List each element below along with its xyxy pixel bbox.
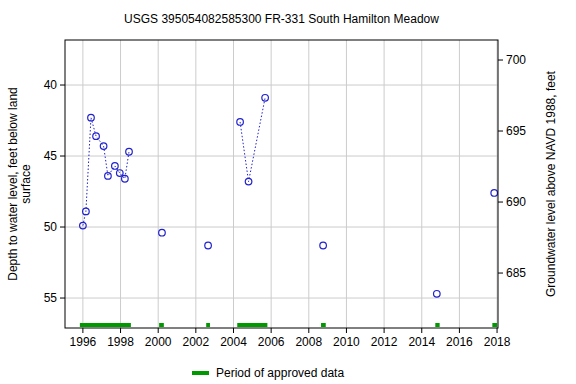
x-tick [384, 328, 385, 333]
x-grid [233, 40, 234, 328]
x-tick-label: 2008 [295, 335, 322, 349]
x-grid [459, 40, 460, 328]
legend-label: Period of approved data [216, 366, 344, 380]
y-tick-label: 45 [44, 149, 58, 163]
point [80, 222, 87, 229]
x-tick [120, 328, 121, 333]
y-grid [65, 156, 498, 157]
approved-period [492, 323, 497, 327]
x-tick-label: 2006 [258, 335, 285, 349]
y2-tick [498, 202, 503, 203]
x-grid [384, 40, 385, 328]
y2-tick [498, 60, 503, 61]
x-grid [346, 40, 347, 328]
data-group [80, 94, 498, 327]
y-tick [60, 298, 65, 299]
y2-tick-label: 700 [506, 53, 526, 67]
x-grid [195, 40, 196, 328]
x-tick-label: 2018 [484, 335, 511, 349]
x-tick [195, 328, 196, 333]
point [88, 114, 95, 121]
x-grid [82, 40, 83, 328]
y-tick-label: 50 [44, 220, 58, 234]
x-grid [497, 40, 498, 328]
point [116, 170, 123, 177]
x-tick-label: 2000 [145, 335, 172, 349]
y-grid [65, 85, 498, 86]
approved-period [80, 323, 131, 327]
approved-period [159, 323, 164, 327]
x-tick-label: 2004 [220, 335, 247, 349]
point [83, 208, 90, 215]
x-tick [158, 328, 159, 333]
point [262, 94, 269, 101]
point [434, 290, 441, 297]
y2-tick-label: 690 [506, 195, 526, 209]
legend-swatch [192, 371, 209, 375]
x-tick-label: 2002 [182, 335, 209, 349]
point [93, 133, 100, 140]
x-grid [120, 40, 121, 328]
y-tick-label: 40 [44, 78, 58, 92]
title: USGS 395054082585300 FR-331 South Hamilt… [124, 12, 439, 26]
approved-period [321, 323, 326, 327]
y2-tick-label: 695 [506, 124, 526, 138]
y-tick [60, 156, 65, 157]
point [112, 163, 119, 170]
plot-frame [65, 40, 498, 328]
point [122, 175, 129, 182]
x-tick-label: 2012 [371, 335, 398, 349]
point [237, 119, 244, 126]
point [105, 173, 112, 180]
approved-period [435, 323, 439, 327]
approved-period [237, 323, 267, 327]
x-grid [308, 40, 309, 328]
point [126, 148, 133, 155]
y-tick-label: 55 [44, 291, 58, 305]
point [245, 178, 252, 185]
point [491, 190, 498, 197]
y2-tick [498, 131, 503, 132]
x-tick [271, 328, 272, 333]
x-tick [82, 328, 83, 333]
x-tick [233, 328, 234, 333]
x-tick-label: 1998 [107, 335, 134, 349]
x-tick [459, 328, 460, 333]
x-grid [421, 40, 422, 328]
x-tick [308, 328, 309, 333]
y-axis-label: Depth to water level, feet below land [6, 87, 20, 280]
x-grid [271, 40, 272, 328]
y-tick [60, 227, 65, 228]
point [320, 242, 327, 249]
point [159, 229, 166, 236]
approved-period [206, 323, 210, 327]
y-tick [60, 85, 65, 86]
y-grid [65, 298, 498, 299]
x-grid [158, 40, 159, 328]
x-tick [497, 328, 498, 333]
x-tick-label: 2014 [408, 335, 435, 349]
x-tick-label: 2010 [333, 335, 360, 349]
x-tick [421, 328, 422, 333]
point [100, 143, 107, 150]
x-tick-label: 2016 [446, 335, 473, 349]
x-tick-label: 1996 [70, 335, 97, 349]
chart: 1996 1998 2000 2002 2004 2006 2008 2010 2012 2014… [0, 0, 576, 384]
point [205, 242, 212, 249]
y2-tick-label: 685 [506, 266, 526, 280]
series-line [83, 98, 494, 226]
y2-axis-label: Groundwater level above NAVD 1988, feet [544, 70, 558, 297]
y2-tick [498, 273, 503, 274]
x-tick [346, 328, 347, 333]
y-grid [65, 227, 498, 228]
plot-background [65, 40, 498, 328]
y-axis-label: surface [19, 164, 33, 204]
